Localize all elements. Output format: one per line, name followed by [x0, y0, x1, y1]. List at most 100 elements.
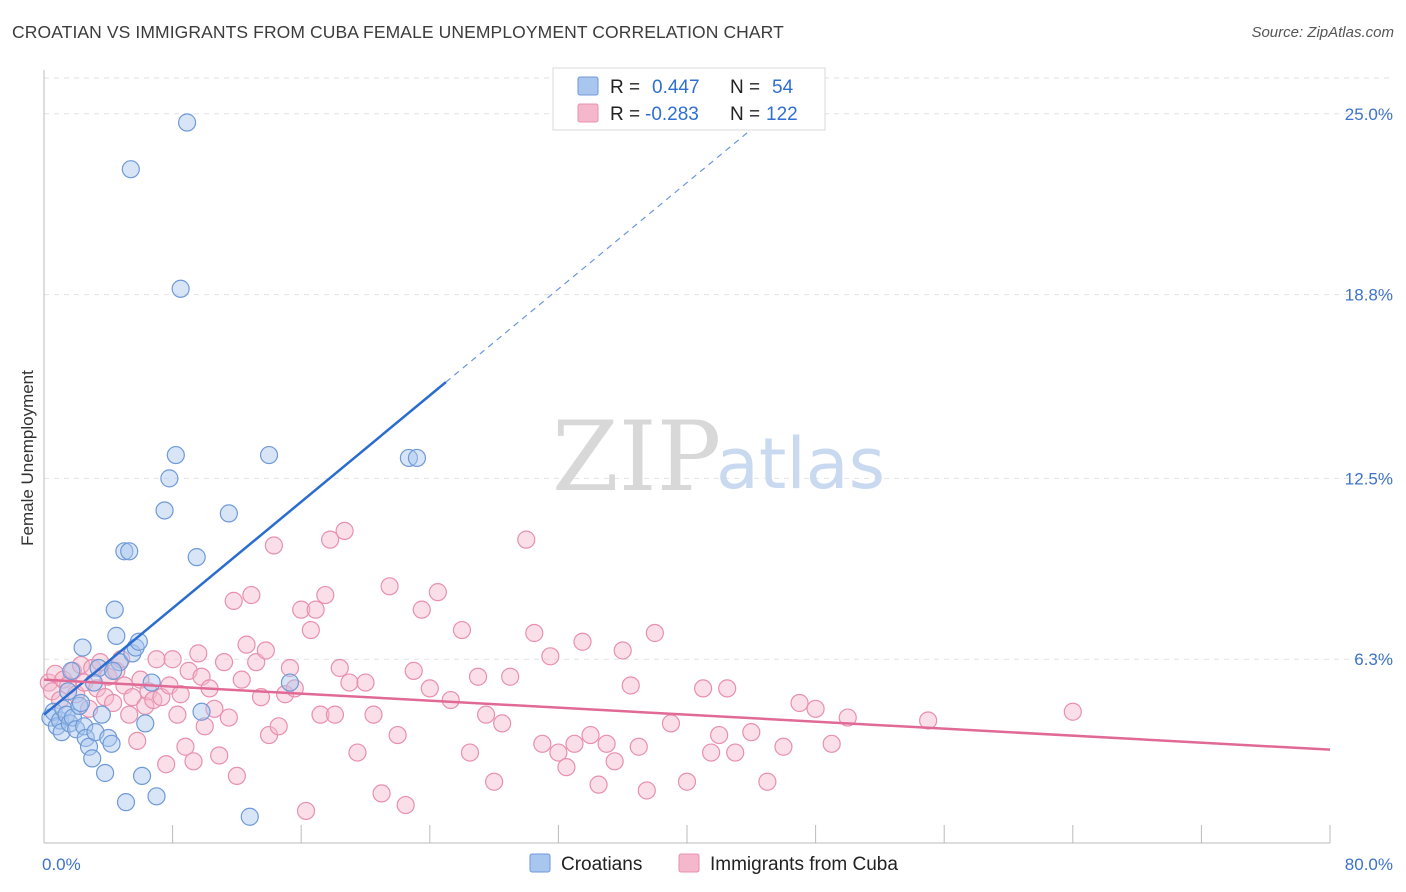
cuba-point [242, 585, 261, 605]
trend-line-cuba [43, 678, 1331, 751]
cuba-point [613, 641, 632, 660]
top-legend: R = 0.447 N = 54 R = -0.283 N = 122 [552, 67, 826, 131]
cuba-point [280, 658, 300, 678]
cuba-point [224, 591, 243, 610]
legend-n-label-cuba: N = [730, 104, 760, 125]
cuba-point [364, 705, 383, 724]
cuba-point [573, 632, 592, 651]
croatians-point [75, 717, 94, 736]
cuba-point [123, 688, 142, 707]
cuba-point [269, 717, 288, 736]
y-axis-label: Female Unemployment [18, 370, 37, 546]
bottom-legend: Croatians Immigrants from Cuba [529, 853, 898, 875]
trend-line-croatians [43, 381, 447, 716]
croatians-point [123, 644, 142, 663]
y-tick-label: 12.5% [1345, 469, 1393, 488]
cuba-point [311, 705, 330, 724]
cuba-point [227, 766, 246, 786]
cuba-point [774, 737, 793, 756]
croatians-point [116, 793, 136, 812]
legend-swatch-croatians [577, 76, 599, 96]
cuba-point [157, 755, 176, 774]
croatians-point [115, 542, 134, 561]
croatians-point [160, 469, 179, 488]
cuba-point [525, 623, 544, 643]
cuba-point [380, 577, 399, 596]
cuba-point [605, 752, 624, 771]
cuba-point [412, 600, 431, 619]
cuba-point [452, 620, 472, 640]
x-tick-label: 0.0% [42, 855, 81, 874]
cuba-point [718, 679, 737, 698]
cuba-point [1063, 702, 1082, 721]
croatians-point [73, 638, 92, 657]
legend-r-label-croatians: R = [610, 77, 640, 98]
croatians-point [105, 600, 124, 619]
cuba-point [163, 650, 182, 669]
bottom-legend-label-croatians: Croatians [561, 854, 642, 875]
croatians-point [83, 749, 102, 768]
cuba-point [104, 693, 123, 713]
croatians-point [142, 673, 161, 692]
croatians-point [59, 682, 78, 701]
cuba-point [214, 653, 234, 672]
croatians-point [136, 714, 155, 733]
cuba-point [441, 690, 460, 710]
trend-line-croatians-extension [445, 87, 803, 383]
croatians-point [70, 696, 89, 716]
cuba-point [806, 699, 825, 718]
cuba-point [340, 673, 359, 692]
bottom-legend-swatch-cuba [678, 853, 700, 873]
cuba-point [838, 708, 857, 727]
croatians-point [71, 693, 91, 713]
croatians-point [219, 504, 238, 523]
cuba-point [661, 714, 681, 733]
cuba-point [247, 653, 266, 672]
legend-r-value-cuba: -0.283 [645, 104, 699, 125]
cuba-point [637, 781, 656, 800]
legend-n-value-croatians: 54 [772, 77, 794, 98]
cuba-point [428, 583, 447, 602]
croatians-point [102, 734, 121, 753]
cuba-point [306, 600, 325, 619]
cuba-point [758, 772, 777, 791]
legend-r-value-croatians: 0.447 [652, 77, 700, 98]
cuba-point [325, 705, 345, 724]
cuba-point [597, 734, 616, 753]
y-ticks: 6.3% 12.5% 18.8% 25.0% [1345, 105, 1393, 669]
croatians-point [62, 661, 81, 680]
y-tick-label: 25.0% [1345, 105, 1393, 124]
croatians-point [155, 501, 174, 520]
cuba-point [589, 775, 608, 794]
cuba-point [71, 655, 91, 675]
cuba-point [790, 693, 809, 713]
cuba-point [468, 667, 488, 686]
cuba-point [219, 708, 238, 727]
cuba-point [176, 737, 195, 756]
y-tick-label: 18.8% [1345, 286, 1393, 305]
cuba-point [195, 717, 214, 736]
cuba-point [565, 734, 584, 753]
watermark-zip: ZIP [552, 401, 721, 513]
cuba-point [726, 743, 745, 762]
croatians-point [240, 807, 259, 826]
cuba-point [629, 737, 648, 756]
cuba-point [388, 725, 407, 745]
y-tick-label: 6.3% [1354, 650, 1393, 669]
cuba-point [335, 521, 354, 540]
watermark: ZIP atlas [552, 401, 885, 513]
croatians-point [147, 787, 166, 806]
croatians-point [104, 661, 123, 680]
croatians-point [99, 728, 118, 748]
cuba-point [822, 734, 841, 753]
x-tick-label: 80.0% [1345, 855, 1393, 874]
cuba-point [256, 641, 275, 660]
cuba-point [301, 620, 320, 640]
croatians-point [192, 702, 211, 721]
cuba-point [476, 705, 496, 724]
trend-lines [43, 87, 1331, 751]
cuba-point [702, 743, 721, 762]
cuba-point [581, 725, 600, 745]
croatians-point [171, 279, 190, 298]
